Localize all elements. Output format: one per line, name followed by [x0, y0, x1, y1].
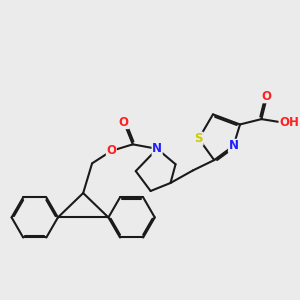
Text: O: O: [119, 116, 129, 129]
Text: O: O: [106, 144, 116, 158]
Text: N: N: [152, 142, 162, 155]
Text: O: O: [262, 90, 272, 103]
Text: OH: OH: [279, 116, 299, 129]
Text: N: N: [229, 139, 238, 152]
Text: S: S: [194, 132, 203, 145]
